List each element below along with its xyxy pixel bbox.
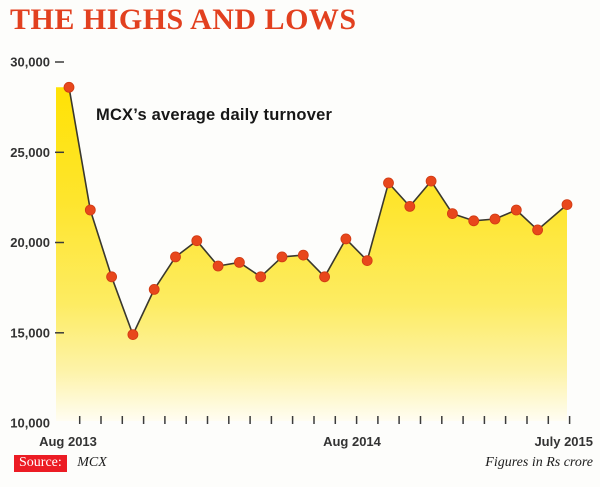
source-row: Source: MCX	[14, 455, 107, 472]
data-point	[425, 175, 437, 187]
page-title: THE HIGHS AND LOWS	[10, 3, 357, 36]
chart-annotation: MCX’s average daily turnover	[96, 106, 333, 124]
data-point	[319, 271, 331, 283]
data-point	[84, 204, 96, 216]
data-point	[170, 251, 181, 263]
data-point	[255, 271, 267, 283]
data-point	[191, 235, 203, 247]
data-point	[361, 255, 373, 267]
data-point	[532, 224, 543, 236]
x-axis-label: Aug 2013	[39, 434, 97, 449]
data-point	[383, 177, 394, 189]
data-point	[489, 213, 501, 225]
data-point	[233, 256, 245, 268]
y-axis-label: 25,000	[10, 145, 50, 160]
data-point	[446, 208, 458, 220]
footer: Source: MCX Figures in Rs crore	[14, 455, 593, 472]
source-badge: Source:	[14, 455, 67, 472]
data-point	[561, 199, 573, 211]
data-point	[404, 200, 416, 212]
y-axis-label: 30,000	[10, 55, 50, 70]
data-point	[148, 283, 160, 295]
area-fill	[56, 87, 567, 422]
data-point	[127, 329, 139, 341]
figures-note: Figures in Rs crore	[485, 455, 593, 470]
source-value: MCX	[77, 455, 107, 470]
data-point	[340, 233, 352, 245]
data-point	[468, 215, 480, 227]
y-axis-label: 15,000	[10, 325, 50, 340]
data-point	[276, 251, 288, 263]
y-axis-label: 10,000	[10, 416, 50, 431]
data-point	[297, 249, 309, 261]
data-point	[63, 81, 75, 93]
x-axis-label: July 2015	[534, 434, 593, 449]
data-point	[106, 271, 117, 283]
data-point	[212, 260, 224, 272]
data-point	[510, 204, 522, 216]
x-axis-label: Aug 2014	[323, 434, 382, 449]
y-axis-label: 20,000	[10, 235, 50, 250]
